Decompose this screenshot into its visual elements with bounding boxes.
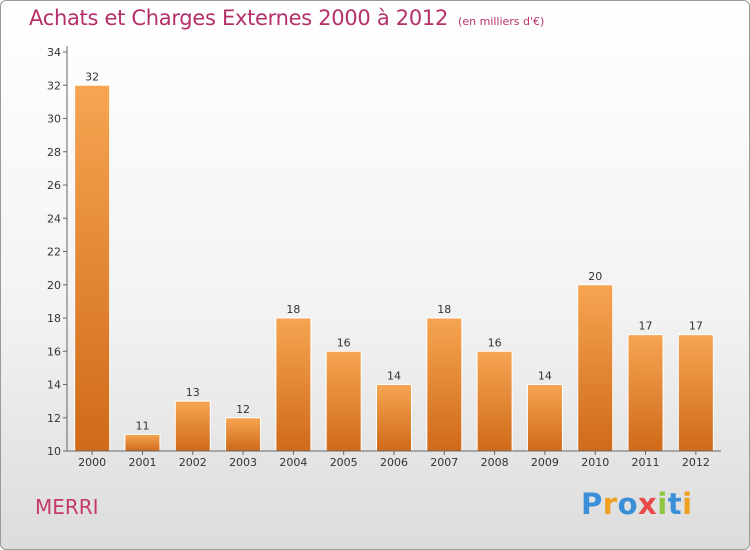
- y-tick-label-20: 20: [47, 279, 61, 292]
- y-tick-label-10: 10: [47, 445, 61, 458]
- bar-2000: [74, 84, 111, 452]
- axes-layer: 2000 2001 2002 2003 2004 2005 2006 2007 2008 2009…: [47, 46, 721, 469]
- bars-layer: 32 11 13 12 18 16 14 18 16 14 20 17 17: [74, 70, 714, 452]
- data-label-2012: 17: [689, 320, 703, 333]
- bar-2012: [677, 334, 714, 452]
- data-label-2010: 20: [588, 270, 602, 283]
- bar-2010: [577, 284, 614, 452]
- x-tick-label-2009: 2009: [531, 456, 559, 469]
- x-tick-label-2008: 2008: [481, 456, 509, 469]
- y-tick-label-30: 30: [47, 113, 61, 126]
- data-label-2008: 16: [488, 336, 502, 349]
- bar-2005: [325, 350, 362, 452]
- bar-2008: [476, 350, 513, 452]
- logo-letter-2: o: [617, 487, 639, 521]
- x-tick-label-2011: 2011: [632, 456, 660, 469]
- y-tick-label-24: 24: [47, 212, 61, 225]
- bar-2007: [426, 317, 463, 452]
- commune-name: MERRI: [35, 495, 99, 519]
- x-tick-label-2006: 2006: [380, 456, 408, 469]
- bar-2003: [225, 417, 262, 452]
- x-tick-label-2010: 2010: [581, 456, 609, 469]
- y-tick-label-18: 18: [47, 312, 61, 325]
- x-tick-label-2007: 2007: [430, 456, 458, 469]
- data-label-2003: 12: [236, 403, 250, 416]
- y-tick-label-34: 34: [47, 46, 61, 59]
- y-tick-label-32: 32: [47, 79, 61, 92]
- y-tick-label-26: 26: [47, 179, 61, 192]
- logo-letter-3: x: [638, 487, 658, 521]
- x-tick-label-2002: 2002: [179, 456, 207, 469]
- bar-2001: [124, 433, 161, 452]
- data-label-2006: 14: [387, 370, 401, 383]
- proxiti-logo: Proxiti: [581, 487, 693, 521]
- data-label-2004: 18: [286, 303, 300, 316]
- x-tick-label-2001: 2001: [128, 456, 156, 469]
- bar-2011: [627, 334, 664, 452]
- logo-letter-4: i: [657, 487, 668, 521]
- data-label-2005: 16: [337, 336, 351, 349]
- bar-2006: [376, 384, 412, 452]
- x-tick-label-2004: 2004: [279, 456, 307, 469]
- y-tick-label-28: 28: [47, 146, 61, 159]
- data-label-2000: 32: [85, 70, 99, 83]
- chart-title-text: Achats et Charges Externes 2000 à 2012: [29, 6, 449, 30]
- bar-2004: [275, 317, 312, 452]
- logo-letter-6: i: [682, 487, 693, 521]
- x-tick-label-2003: 2003: [229, 456, 257, 469]
- data-label-2002: 13: [186, 386, 200, 399]
- y-tick-label-16: 16: [47, 345, 61, 358]
- y-tick-label-22: 22: [47, 246, 61, 259]
- x-tick-label-2000: 2000: [78, 456, 106, 469]
- data-label-2007: 18: [437, 303, 451, 316]
- chart-title: Achats et Charges Externes 2000 à 2012 (e…: [29, 6, 544, 30]
- y-tick-label-14: 14: [47, 379, 61, 392]
- data-label-2011: 17: [639, 320, 653, 333]
- data-label-2009: 14: [538, 370, 552, 383]
- x-tick-label-2012: 2012: [682, 456, 710, 469]
- data-label-2001: 11: [135, 419, 149, 432]
- logo-letter-5: t: [667, 487, 683, 521]
- logo-letter-1: r: [602, 487, 618, 521]
- bar-2009: [526, 384, 563, 452]
- y-tick-label-12: 12: [47, 412, 61, 425]
- logo-letter-0: P: [581, 487, 603, 521]
- bar-2002: [174, 400, 211, 452]
- chart-unit: (en milliers d'€): [458, 15, 545, 28]
- x-tick-label-2005: 2005: [330, 456, 358, 469]
